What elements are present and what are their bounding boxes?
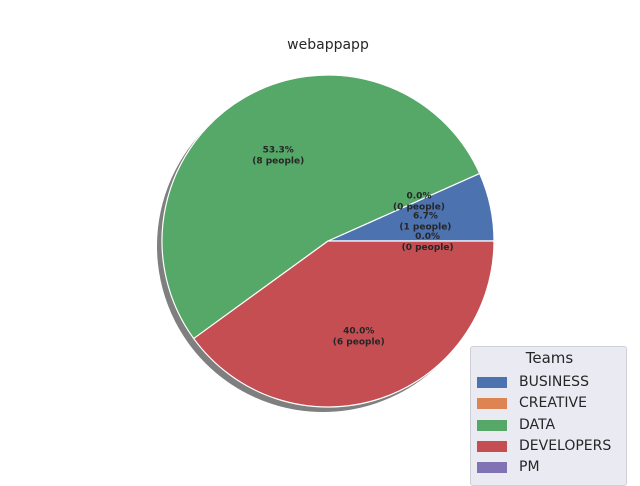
legend-label: BUSINESS bbox=[519, 374, 589, 390]
slice-label-pm: 0.0% (0 people) bbox=[402, 232, 454, 253]
slice-label-business: 6.7% (1 people) bbox=[399, 211, 451, 232]
legend-swatch bbox=[477, 462, 507, 473]
legend-item-business: BUSINESS bbox=[477, 372, 627, 392]
chart-title: webappapp bbox=[287, 37, 369, 53]
legend-swatch bbox=[477, 377, 507, 388]
legend-item-creative: CREATIVE bbox=[477, 393, 627, 413]
slice-label-data: 53.3% (8 people) bbox=[252, 146, 304, 167]
legend-swatch bbox=[477, 398, 507, 409]
legend-label: DATA bbox=[519, 417, 556, 433]
pie-slice-data bbox=[161, 74, 481, 340]
legend-title: Teams bbox=[525, 349, 574, 367]
legend-item-developers: DEVELOPERS bbox=[477, 436, 627, 456]
legend-label: PM bbox=[519, 459, 540, 475]
legend-label: CREATIVE bbox=[519, 395, 587, 411]
pie-labels: 6.7% (1 people)0.0% (0 people) 53.3% (8 peop… bbox=[252, 146, 453, 348]
slice-label-creative: 0.0% (0 people) bbox=[393, 191, 445, 212]
legend: Teams BUSINESS CREATIVE DATA DEVELOPERS … bbox=[470, 346, 627, 486]
legend-item-pm: PM bbox=[477, 457, 627, 477]
pie-slice-developers bbox=[192, 240, 495, 408]
slice-label-developers: 40.0% (6 people) bbox=[333, 327, 385, 348]
legend-item-data: DATA bbox=[477, 415, 627, 435]
legend-swatch bbox=[477, 441, 507, 452]
legend-swatch bbox=[477, 420, 507, 431]
legend-label: DEVELOPERS bbox=[519, 438, 612, 454]
pie-slices bbox=[161, 74, 495, 408]
